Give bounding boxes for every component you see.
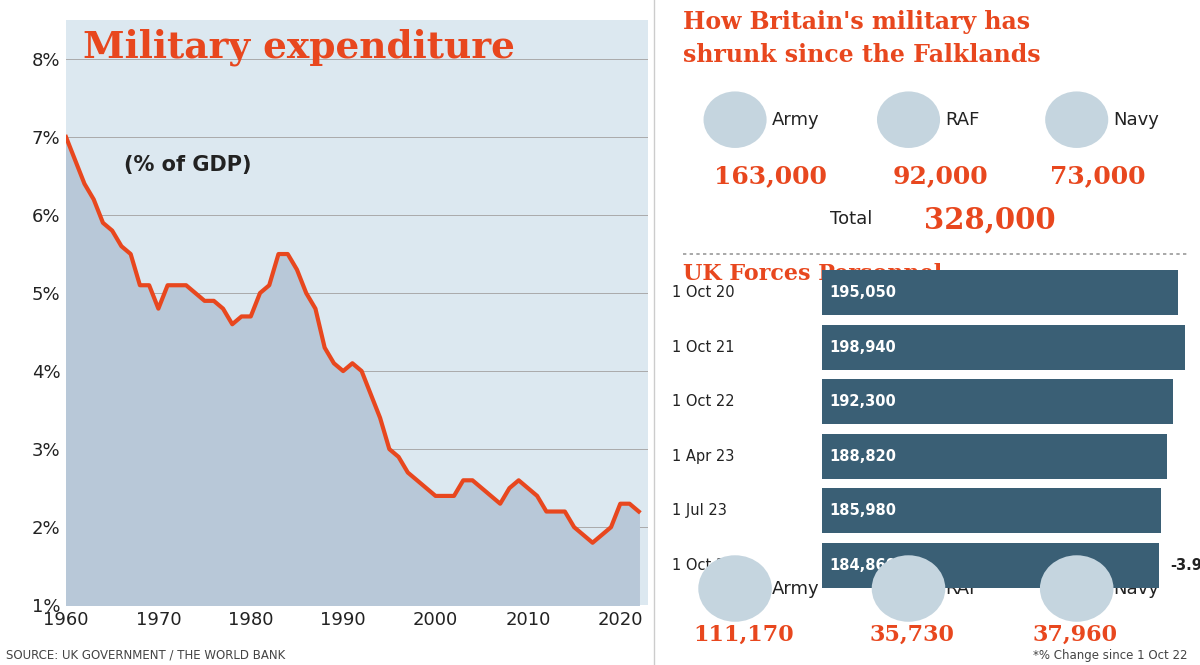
Text: -3.9%*: -3.9%* bbox=[1170, 558, 1200, 573]
Text: 35,730: 35,730 bbox=[869, 624, 954, 646]
Text: How Britain's military has: How Britain's military has bbox=[683, 10, 1030, 34]
Ellipse shape bbox=[703, 91, 767, 148]
Text: RAF: RAF bbox=[946, 110, 979, 129]
Text: (% of GDP): (% of GDP) bbox=[125, 154, 252, 174]
Ellipse shape bbox=[1040, 555, 1114, 622]
Text: 198,940: 198,940 bbox=[829, 340, 896, 354]
Text: RAF: RAF bbox=[946, 579, 979, 598]
Text: 163,000: 163,000 bbox=[714, 164, 827, 188]
Text: Military expenditure: Military expenditure bbox=[84, 29, 515, 66]
Ellipse shape bbox=[877, 91, 940, 148]
Text: 1 Oct 23: 1 Oct 23 bbox=[672, 558, 734, 573]
Text: Army: Army bbox=[772, 579, 820, 598]
Text: 188,820: 188,820 bbox=[829, 449, 896, 464]
Text: 1 Oct 22: 1 Oct 22 bbox=[672, 394, 734, 409]
Text: shrunk since the Falklands: shrunk since the Falklands bbox=[683, 43, 1040, 67]
Ellipse shape bbox=[871, 555, 946, 622]
Text: 1 Oct 20: 1 Oct 20 bbox=[672, 285, 734, 300]
Text: Army: Army bbox=[772, 110, 820, 129]
Text: 1 Oct 21: 1 Oct 21 bbox=[672, 340, 734, 354]
Text: 37,960: 37,960 bbox=[1032, 624, 1117, 646]
Text: SOURCE: UK GOVERNMENT / THE WORLD BANK: SOURCE: UK GOVERNMENT / THE WORLD BANK bbox=[6, 648, 286, 662]
Bar bbox=[822, 379, 1174, 424]
Bar bbox=[822, 270, 1178, 315]
Text: 1 Apr 23: 1 Apr 23 bbox=[672, 449, 734, 464]
Ellipse shape bbox=[1045, 91, 1109, 148]
Bar bbox=[822, 434, 1166, 479]
Text: 195,050: 195,050 bbox=[829, 285, 896, 300]
Text: Total: Total bbox=[829, 210, 872, 229]
Text: *% Change since 1 Oct 22: *% Change since 1 Oct 22 bbox=[1032, 648, 1187, 662]
Bar bbox=[822, 543, 1159, 588]
Text: 1 Jul 23: 1 Jul 23 bbox=[672, 503, 727, 518]
Text: 192,300: 192,300 bbox=[829, 394, 896, 409]
Text: 73,000: 73,000 bbox=[1050, 164, 1146, 188]
Text: 185,980: 185,980 bbox=[829, 503, 896, 518]
Text: 111,170: 111,170 bbox=[694, 624, 793, 646]
Text: Navy: Navy bbox=[1114, 110, 1159, 129]
Text: 92,000: 92,000 bbox=[893, 164, 989, 188]
Text: UK Forces Personnel: UK Forces Personnel bbox=[683, 263, 942, 285]
Bar bbox=[822, 325, 1186, 370]
Bar bbox=[822, 488, 1162, 533]
Text: 184,860: 184,860 bbox=[829, 558, 896, 573]
Text: Navy: Navy bbox=[1114, 579, 1159, 598]
Ellipse shape bbox=[698, 555, 772, 622]
Text: 328,000: 328,000 bbox=[924, 205, 1056, 234]
